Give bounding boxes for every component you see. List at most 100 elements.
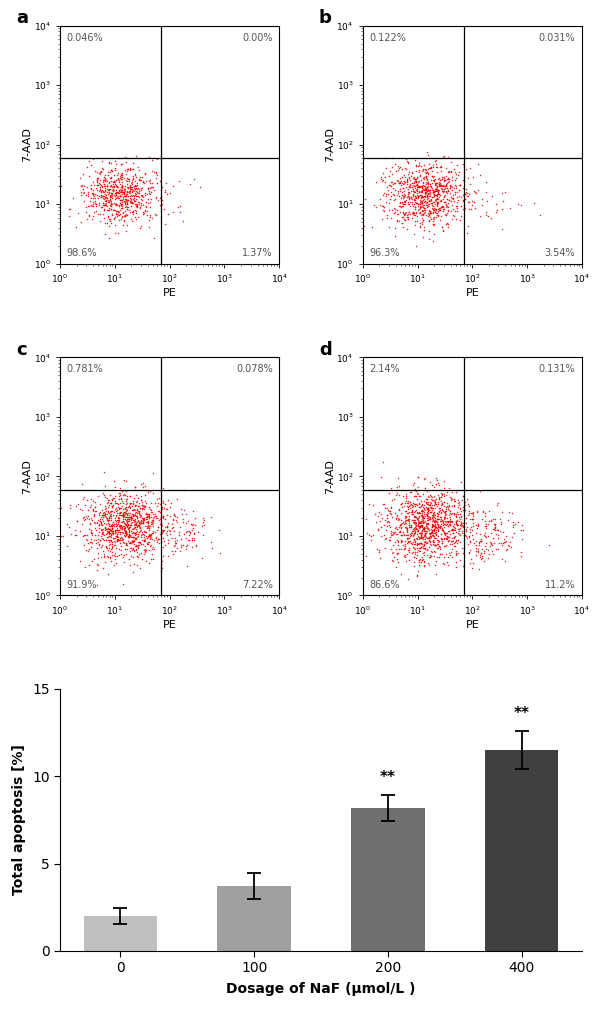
Point	[136, 194, 146, 211]
Point	[485, 535, 494, 551]
Point	[377, 171, 386, 187]
Point	[457, 540, 466, 556]
Point	[138, 475, 148, 491]
Point	[418, 206, 427, 222]
Point	[80, 526, 90, 543]
Point	[437, 177, 447, 193]
Point	[93, 549, 103, 565]
Point	[62, 538, 72, 554]
Point	[487, 537, 497, 553]
Point	[163, 531, 173, 548]
Point	[421, 168, 431, 184]
Point	[142, 508, 152, 524]
Point	[96, 539, 106, 555]
Point	[449, 535, 459, 551]
Point	[416, 526, 426, 543]
Point	[439, 514, 448, 530]
Point	[459, 158, 469, 175]
Point	[436, 484, 446, 501]
Point	[160, 495, 170, 512]
Point	[122, 200, 132, 217]
Point	[509, 524, 519, 541]
Point	[94, 517, 104, 534]
Point	[400, 533, 410, 549]
Point	[84, 207, 94, 223]
Point	[384, 516, 394, 533]
Point	[119, 504, 128, 520]
Point	[100, 201, 109, 218]
Point	[145, 482, 155, 499]
Point	[432, 186, 442, 203]
Point	[101, 167, 110, 183]
Point	[400, 206, 409, 222]
Point	[107, 517, 116, 534]
Point	[99, 197, 109, 214]
Point	[380, 511, 390, 527]
Point	[121, 223, 131, 240]
Point	[445, 505, 455, 521]
Point	[424, 502, 434, 518]
Point	[102, 184, 112, 200]
Point	[409, 536, 419, 552]
Point	[402, 546, 412, 562]
Point	[419, 182, 429, 198]
Point	[130, 167, 140, 183]
Point	[449, 497, 458, 513]
Point	[446, 490, 456, 507]
Point	[146, 502, 156, 518]
Point	[172, 531, 182, 548]
Point	[133, 508, 142, 524]
Point	[389, 548, 399, 564]
Point	[480, 505, 490, 521]
Point	[404, 511, 413, 527]
Point	[107, 520, 117, 537]
Point	[443, 171, 453, 187]
Point	[417, 507, 427, 523]
Point	[402, 505, 412, 521]
Point	[93, 177, 103, 193]
Point	[141, 506, 151, 522]
Point	[440, 206, 450, 222]
Point	[172, 490, 182, 507]
Point	[159, 521, 169, 538]
Point	[426, 178, 436, 194]
Point	[427, 491, 436, 508]
Point	[397, 526, 406, 543]
Point	[100, 197, 110, 214]
Point	[386, 162, 395, 179]
Point	[152, 170, 161, 186]
Point	[104, 185, 114, 201]
Point	[502, 541, 511, 557]
Point	[418, 536, 427, 552]
Point	[441, 207, 451, 223]
Point	[107, 499, 117, 515]
Point	[141, 511, 151, 527]
Point	[421, 493, 431, 510]
Point	[388, 491, 397, 508]
Point	[393, 158, 403, 175]
Point	[98, 513, 108, 529]
Point	[427, 179, 436, 195]
Point	[125, 181, 134, 197]
Point	[365, 526, 374, 543]
Point	[117, 197, 127, 214]
Point	[134, 172, 143, 188]
Point	[121, 208, 130, 224]
Point	[104, 201, 114, 218]
Point	[139, 536, 148, 552]
Point	[442, 494, 451, 511]
Point	[92, 540, 102, 556]
Point	[412, 157, 421, 174]
Point	[419, 550, 428, 566]
Point	[123, 515, 133, 531]
Point	[136, 492, 146, 509]
Point	[97, 537, 107, 553]
Point	[103, 512, 112, 528]
Point	[176, 198, 185, 215]
Point	[119, 472, 128, 488]
Point	[468, 508, 478, 524]
Point	[122, 185, 132, 201]
Point	[139, 499, 148, 515]
Point	[463, 187, 473, 204]
Point	[439, 518, 448, 535]
